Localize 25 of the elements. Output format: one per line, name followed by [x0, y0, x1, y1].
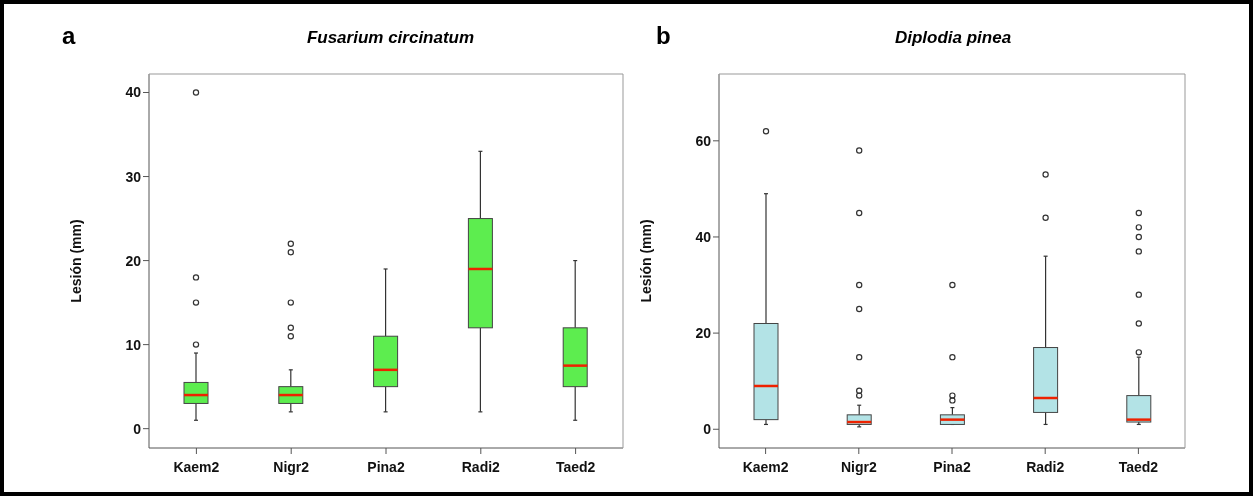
y-tick-label: 0: [133, 420, 142, 437]
chart-title: Diplodia pinea: [893, 28, 1013, 48]
y-axis-title: Lesión (mm): [637, 219, 654, 303]
y-tick-label: 20: [125, 252, 142, 269]
x-tick-label: Pina2: [367, 458, 405, 475]
y-tick-label: 20: [695, 325, 712, 342]
x-tick-label: Kaem2: [742, 458, 789, 475]
x-tick-label: Nigr2: [273, 458, 310, 475]
text: a: [62, 22, 76, 50]
y-tick-label: 40: [695, 228, 712, 245]
x-tick-label: Kaem2: [173, 458, 220, 475]
y-tick-label: 60: [695, 132, 712, 149]
x-tick-label: Taed2: [555, 458, 596, 475]
x-tick-label: Taed2: [1118, 458, 1159, 475]
x-tick-label: Nigr2: [840, 458, 877, 475]
y-axis-title: Lesión (mm): [67, 219, 84, 303]
text: b: [656, 22, 671, 50]
y-tick-label: 30: [125, 168, 142, 185]
x-tick-label: Pina2: [933, 458, 971, 475]
x-tick-label: Radi2: [461, 458, 501, 475]
x-tick-label: Radi2: [1026, 458, 1065, 475]
y-tick-label: 0: [703, 421, 712, 438]
chart-title: Fusarium circinatum: [305, 28, 476, 48]
y-tick-label: 40: [125, 84, 142, 101]
y-tick-label: 10: [125, 336, 142, 353]
